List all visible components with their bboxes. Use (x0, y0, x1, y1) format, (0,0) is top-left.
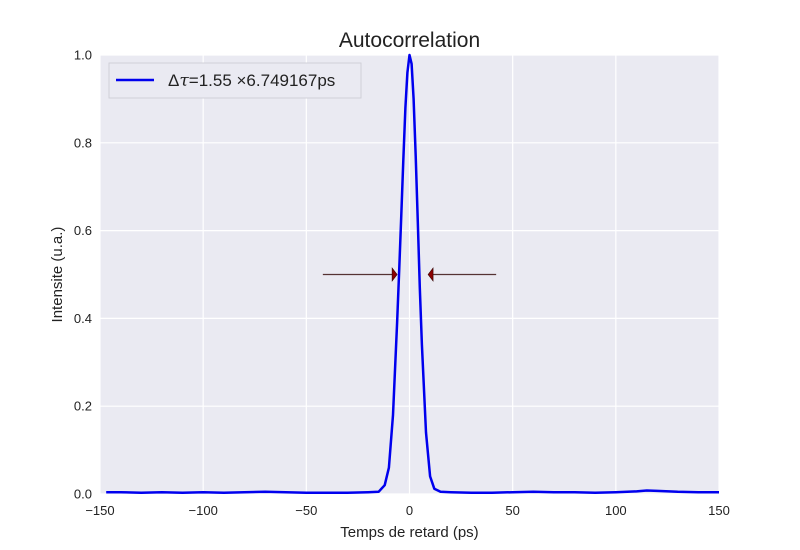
x-tick-label: −100 (189, 503, 218, 518)
arrow-head (427, 267, 434, 282)
legend-tau: τ (179, 71, 189, 91)
grid-lines (99, 54, 720, 495)
x-axis-label: Temps de retard (ps) (340, 524, 478, 541)
y-tick-label: 0.6 (74, 223, 92, 238)
arrow-head (391, 267, 398, 282)
y-tick-label: 0.4 (74, 311, 92, 326)
y-tick-label: 0.8 (74, 135, 92, 150)
x-tick-label: 50 (505, 503, 519, 518)
chart-title: Autocorrelation (339, 29, 480, 52)
y-tick-label: 1.0 (74, 48, 92, 63)
legend-delta: Δ (168, 71, 179, 90)
arrow-annotation (322, 267, 398, 282)
tick-labels: −150 −100 −50 0 50 100 150 0.0 0.2 0.4 0.6 0.8 1.0 (74, 48, 730, 519)
y-axis-label: Intensite (u.a.) (49, 227, 66, 323)
x-tick-label: −150 (85, 503, 114, 518)
x-tick-label: 150 (708, 503, 730, 518)
series-layer (106, 53, 719, 494)
y-tick-label: 0.2 (74, 399, 92, 414)
legend: Δτ=1.55 ×6.749167ps (108, 62, 362, 99)
legend-label: Δτ=1.55 ×6.749167ps (168, 71, 335, 91)
x-tick-label: −50 (295, 503, 317, 518)
x-tick-label: 0 (406, 503, 413, 518)
arrow-annotation (427, 267, 497, 282)
legend-value: =1.55 ×6.749167ps (189, 71, 336, 90)
annotation-layer (322, 267, 497, 282)
x-tick-label: 100 (605, 503, 627, 518)
series-line (106, 53, 719, 494)
y-tick-label: 0.0 (74, 487, 92, 502)
